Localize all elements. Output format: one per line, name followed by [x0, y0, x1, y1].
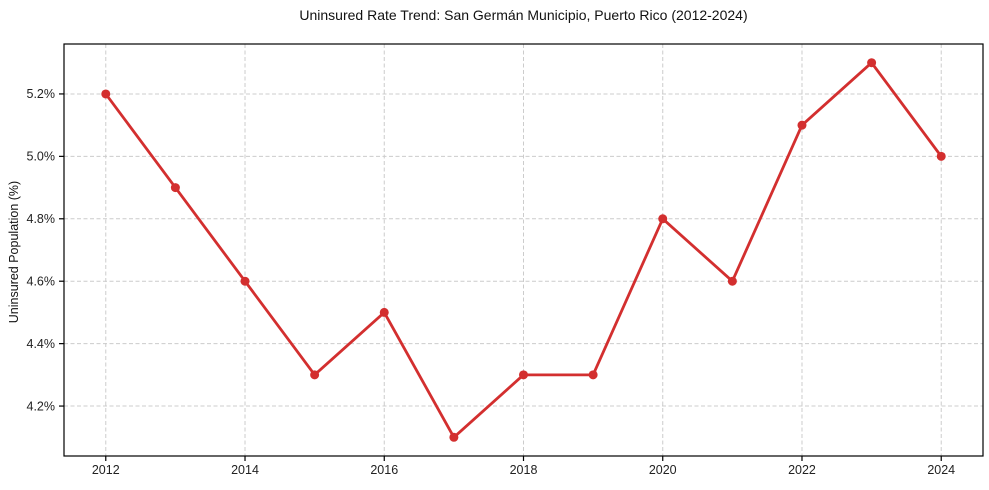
data-point-2018 [519, 370, 528, 380]
data-point-2016 [379, 307, 389, 317]
y-tick-label: 4.6% [27, 275, 56, 289]
data-point-2014 [240, 276, 250, 286]
data-point-2013 [170, 183, 180, 193]
data-point-2012 [101, 89, 111, 99]
x-tick-label: 2020 [649, 463, 677, 477]
x-tick-label: 2016 [370, 463, 398, 477]
y-tick-label: 5.0% [27, 150, 56, 164]
data-point-2022 [797, 120, 807, 130]
data-point-2021 [727, 276, 737, 286]
data-point-2015 [310, 370, 320, 380]
data-point-2020 [658, 214, 668, 224]
x-tick-label: 2012 [92, 463, 120, 477]
y-tick-label: 5.2% [27, 87, 56, 101]
data-point-2017 [449, 432, 459, 442]
data-point-2023 [867, 58, 877, 68]
y-tick-label: 4.4% [27, 337, 56, 351]
data-point-2024 [936, 151, 946, 161]
y-tick-label: 4.8% [27, 212, 56, 226]
x-tick-label: 2024 [927, 463, 955, 477]
chart-title: Uninsured Rate Trend: San Germán Municip… [299, 7, 748, 23]
data-point-2019 [588, 370, 598, 380]
x-tick-label: 2018 [510, 463, 538, 477]
y-tick-label: 4.2% [27, 399, 56, 413]
x-tick-label: 2022 [788, 463, 816, 477]
x-tick-label: 2014 [231, 463, 259, 477]
